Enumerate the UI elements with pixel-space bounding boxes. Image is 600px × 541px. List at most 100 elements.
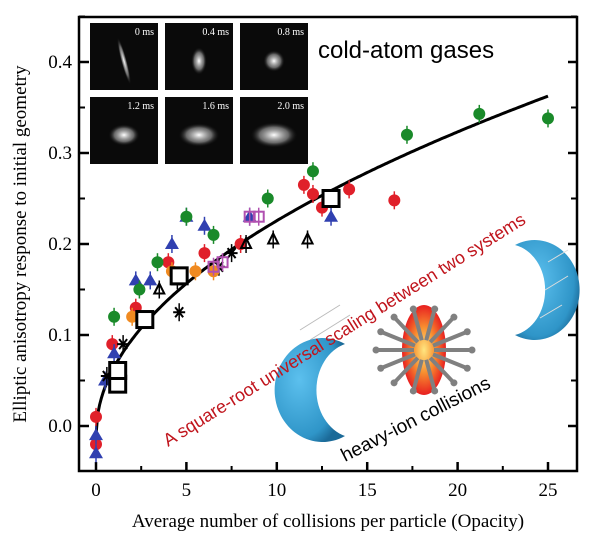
arrow-icon bbox=[424, 308, 437, 341]
data-point bbox=[108, 310, 121, 323]
data-point bbox=[135, 310, 155, 330]
arrow-icon bbox=[380, 352, 416, 371]
atom-cloud bbox=[108, 124, 140, 146]
arrow-head-icon bbox=[372, 346, 380, 354]
heavy-ion-illustration bbox=[274, 240, 580, 443]
arrow-head-icon bbox=[377, 364, 385, 372]
data-point bbox=[90, 438, 102, 451]
arrow-icon bbox=[392, 356, 420, 385]
data-point bbox=[133, 283, 146, 296]
data-point bbox=[89, 446, 103, 459]
atom-cloud bbox=[191, 47, 207, 75]
data-point bbox=[108, 360, 128, 380]
arrow-head-icon bbox=[431, 305, 439, 313]
data-point bbox=[143, 273, 158, 286]
arrow-icon bbox=[411, 359, 424, 392]
arrow-head-icon bbox=[450, 313, 458, 321]
data-point bbox=[126, 310, 139, 323]
atom-cloud bbox=[178, 123, 220, 147]
data-point bbox=[388, 194, 401, 207]
x-tick-label: 5 bbox=[182, 480, 192, 501]
data-point bbox=[542, 112, 554, 125]
data-point bbox=[151, 256, 164, 269]
x-tick-label: 10 bbox=[267, 480, 286, 501]
data-point bbox=[173, 306, 186, 318]
arrow-head-icon bbox=[450, 379, 458, 387]
inset-time-label: 0 ms bbox=[135, 27, 154, 38]
data-point bbox=[306, 187, 319, 200]
arrow-head-icon bbox=[409, 305, 417, 313]
inset-time-label: 2.0 ms bbox=[277, 101, 304, 112]
x-tick-label: 20 bbox=[448, 480, 467, 501]
arrow-head-icon bbox=[390, 313, 398, 321]
data-point bbox=[89, 428, 103, 441]
arrow-icon bbox=[380, 329, 416, 348]
arrow-icon bbox=[392, 315, 420, 344]
data-point bbox=[324, 209, 339, 222]
cold-atom-label: cold-atom gases bbox=[318, 37, 494, 64]
inset-time-label: 1.2 ms bbox=[127, 101, 154, 112]
arrow-head-icon bbox=[431, 387, 439, 395]
data-point bbox=[297, 178, 310, 191]
data-point bbox=[164, 237, 179, 249]
data-point bbox=[106, 338, 119, 351]
data-point bbox=[343, 183, 356, 196]
atom-cloud bbox=[116, 36, 132, 86]
data-point bbox=[90, 410, 102, 423]
data-point bbox=[225, 247, 238, 259]
x-tick-label: 0 bbox=[91, 480, 101, 501]
cold-atom-image-insets: 0 ms 0.4 ms 0.8 ms 1.2 ms 1.6 ms 2.0 ms bbox=[90, 23, 308, 164]
data-point bbox=[198, 247, 211, 260]
y-tick-label: 0.2 bbox=[48, 234, 72, 255]
nucleus-right-icon bbox=[515, 240, 580, 340]
inset-time-label: 0.4 ms bbox=[202, 27, 229, 38]
arrow-head-icon bbox=[463, 328, 471, 336]
data-point bbox=[252, 210, 265, 223]
data-point bbox=[128, 273, 143, 286]
y-tick-label: 0.4 bbox=[48, 52, 72, 73]
data-point bbox=[473, 107, 486, 120]
arrow-icon bbox=[428, 315, 456, 344]
data-point bbox=[400, 128, 413, 141]
nucleus-left-icon bbox=[274, 304, 351, 443]
arrow-head-icon bbox=[468, 346, 476, 354]
data-point bbox=[180, 210, 193, 223]
data-point bbox=[261, 192, 274, 205]
data-point bbox=[321, 189, 341, 208]
y-tick-label: 0.0 bbox=[48, 416, 72, 437]
y-tick-label: 0.3 bbox=[48, 143, 72, 164]
arrow-icon bbox=[411, 308, 424, 341]
data-point bbox=[239, 235, 253, 249]
data-point bbox=[197, 218, 212, 231]
data-point bbox=[117, 338, 130, 350]
data-point bbox=[306, 165, 319, 178]
arrow-head-icon bbox=[463, 364, 471, 372]
arrow-head-icon bbox=[409, 387, 417, 395]
arrow-icon bbox=[428, 356, 456, 385]
arrow-head-icon bbox=[377, 328, 385, 336]
fireball-icon bbox=[372, 305, 476, 395]
arrow-icon bbox=[432, 329, 468, 348]
data-point bbox=[152, 281, 166, 295]
data-point bbox=[300, 231, 315, 245]
x-axis-title: Average number of collisions per particl… bbox=[132, 511, 524, 532]
data-point bbox=[189, 265, 202, 278]
atom-cloud bbox=[250, 122, 298, 148]
atom-cloud bbox=[263, 50, 285, 72]
x-tick-label: 15 bbox=[358, 480, 377, 501]
data-point bbox=[266, 231, 280, 245]
data-point bbox=[107, 346, 122, 359]
y-axis-title: Elliptic anisotropy response to initial … bbox=[10, 65, 31, 423]
scaling-annotation: A square-root universal scaling between … bbox=[160, 209, 529, 450]
y-tick-label: 0.1 bbox=[48, 325, 72, 346]
data-point bbox=[207, 228, 220, 241]
arrow-icon bbox=[432, 352, 468, 371]
inset-time-label: 0.8 ms bbox=[277, 27, 304, 38]
arrow-head-icon bbox=[390, 379, 398, 387]
x-tick-label: 25 bbox=[539, 480, 558, 501]
data-point bbox=[216, 256, 229, 269]
inset-time-label: 1.6 ms bbox=[202, 101, 229, 112]
data-point bbox=[169, 266, 189, 286]
